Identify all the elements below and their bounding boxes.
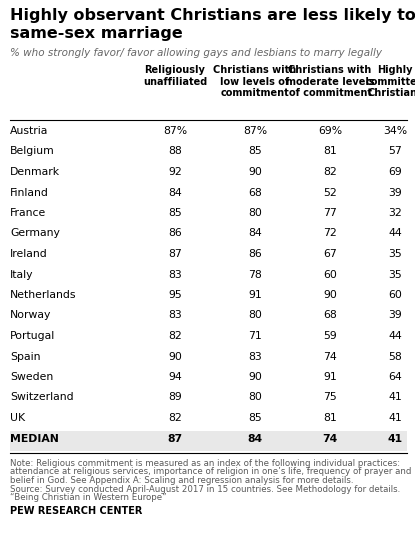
Text: 75: 75: [323, 393, 337, 402]
Text: 90: 90: [168, 351, 182, 362]
Text: Austria: Austria: [10, 126, 49, 136]
Text: 39: 39: [388, 187, 402, 197]
Text: 68: 68: [323, 310, 337, 320]
Text: 80: 80: [248, 208, 262, 218]
Text: 34%: 34%: [383, 126, 407, 136]
Text: 84: 84: [248, 228, 262, 239]
Text: MEDIAN: MEDIAN: [10, 433, 59, 444]
Text: 32: 32: [388, 208, 402, 218]
Text: 41: 41: [388, 433, 403, 444]
Text: Christians with
low levels of
commitment: Christians with low levels of commitment: [213, 65, 297, 98]
Text: 87: 87: [168, 249, 182, 259]
Text: 91: 91: [323, 372, 337, 382]
Text: 52: 52: [323, 187, 337, 197]
Text: attendance at religious services, importance of religion in one’s life, frequenc: attendance at religious services, import…: [10, 468, 411, 477]
Text: 81: 81: [323, 413, 337, 423]
Text: 90: 90: [248, 372, 262, 382]
Text: 80: 80: [248, 393, 262, 402]
Text: 67: 67: [323, 249, 337, 259]
Text: 39: 39: [388, 310, 402, 320]
Text: 41: 41: [388, 413, 402, 423]
Text: 85: 85: [168, 208, 182, 218]
Text: 68: 68: [248, 187, 262, 197]
Text: 85: 85: [248, 413, 262, 423]
Text: 60: 60: [388, 290, 402, 300]
Text: 81: 81: [323, 147, 337, 157]
Text: 90: 90: [323, 290, 337, 300]
Text: 77: 77: [323, 208, 337, 218]
Text: Religiously
unaffiliated: Religiously unaffiliated: [143, 65, 207, 87]
Text: Germany: Germany: [10, 228, 60, 239]
Text: 72: 72: [323, 228, 337, 239]
Text: 35: 35: [388, 270, 402, 279]
Text: “Being Christian in Western Europe”: “Being Christian in Western Europe”: [10, 493, 167, 502]
Text: 86: 86: [168, 228, 182, 239]
Text: 85: 85: [248, 147, 262, 157]
Text: 82: 82: [323, 167, 337, 177]
Text: 89: 89: [168, 393, 182, 402]
Text: Sweden: Sweden: [10, 372, 53, 382]
Text: Spain: Spain: [10, 351, 41, 362]
Text: 74: 74: [323, 351, 337, 362]
Text: 90: 90: [248, 167, 262, 177]
Text: 74: 74: [322, 433, 338, 444]
Text: Switzerland: Switzerland: [10, 393, 73, 402]
Text: 94: 94: [168, 372, 182, 382]
Text: belief in God. See Appendix A: Scaling and regression analysis for more details.: belief in God. See Appendix A: Scaling a…: [10, 476, 354, 485]
Text: 60: 60: [323, 270, 337, 279]
Text: 86: 86: [248, 249, 262, 259]
Bar: [10, 431, 407, 451]
Text: 35: 35: [388, 249, 402, 259]
Text: Denmark: Denmark: [10, 167, 60, 177]
Text: Norway: Norway: [10, 310, 51, 320]
Text: % who strongly favor/ favor allowing gays and lesbians to marry legally: % who strongly favor/ favor allowing gay…: [10, 48, 382, 58]
Text: Christians with
moderate levels
of commitment: Christians with moderate levels of commi…: [286, 65, 374, 98]
Text: Italy: Italy: [10, 270, 34, 279]
Text: 69%: 69%: [318, 126, 342, 136]
Text: Highly observant Christians are less likely to favor: Highly observant Christians are less lik…: [10, 8, 415, 23]
Text: same-sex marriage: same-sex marriage: [10, 26, 183, 41]
Text: 82: 82: [168, 331, 182, 341]
Text: UK: UK: [10, 413, 25, 423]
Text: 59: 59: [323, 331, 337, 341]
Text: 80: 80: [248, 310, 262, 320]
Text: Netherlands: Netherlands: [10, 290, 76, 300]
Text: 44: 44: [388, 228, 402, 239]
Text: 83: 83: [168, 270, 182, 279]
Text: Note: Religious commitment is measured as an index of the following individual p: Note: Religious commitment is measured a…: [10, 459, 400, 468]
Text: 91: 91: [248, 290, 262, 300]
Text: 87%: 87%: [243, 126, 267, 136]
Text: 69: 69: [388, 167, 402, 177]
Text: 41: 41: [388, 393, 402, 402]
Text: 83: 83: [168, 310, 182, 320]
Text: 87%: 87%: [163, 126, 187, 136]
Text: Highly
committed
Christians: Highly committed Christians: [366, 65, 415, 98]
Text: Belgium: Belgium: [10, 147, 55, 157]
Text: 78: 78: [248, 270, 262, 279]
Text: 84: 84: [168, 187, 182, 197]
Text: 95: 95: [168, 290, 182, 300]
Text: 84: 84: [247, 433, 263, 444]
Text: France: France: [10, 208, 46, 218]
Text: 64: 64: [388, 372, 402, 382]
Text: Ireland: Ireland: [10, 249, 48, 259]
Text: Source: Survey conducted April-August 2017 in 15 countries. See Methodology for : Source: Survey conducted April-August 20…: [10, 485, 400, 493]
Text: 71: 71: [248, 331, 262, 341]
Text: 88: 88: [168, 147, 182, 157]
Text: 82: 82: [168, 413, 182, 423]
Text: Portugal: Portugal: [10, 331, 55, 341]
Text: 44: 44: [388, 331, 402, 341]
Text: 87: 87: [167, 433, 183, 444]
Text: Finland: Finland: [10, 187, 49, 197]
Text: 57: 57: [388, 147, 402, 157]
Text: PEW RESEARCH CENTER: PEW RESEARCH CENTER: [10, 506, 142, 516]
Text: 58: 58: [388, 351, 402, 362]
Text: 83: 83: [248, 351, 262, 362]
Text: 92: 92: [168, 167, 182, 177]
